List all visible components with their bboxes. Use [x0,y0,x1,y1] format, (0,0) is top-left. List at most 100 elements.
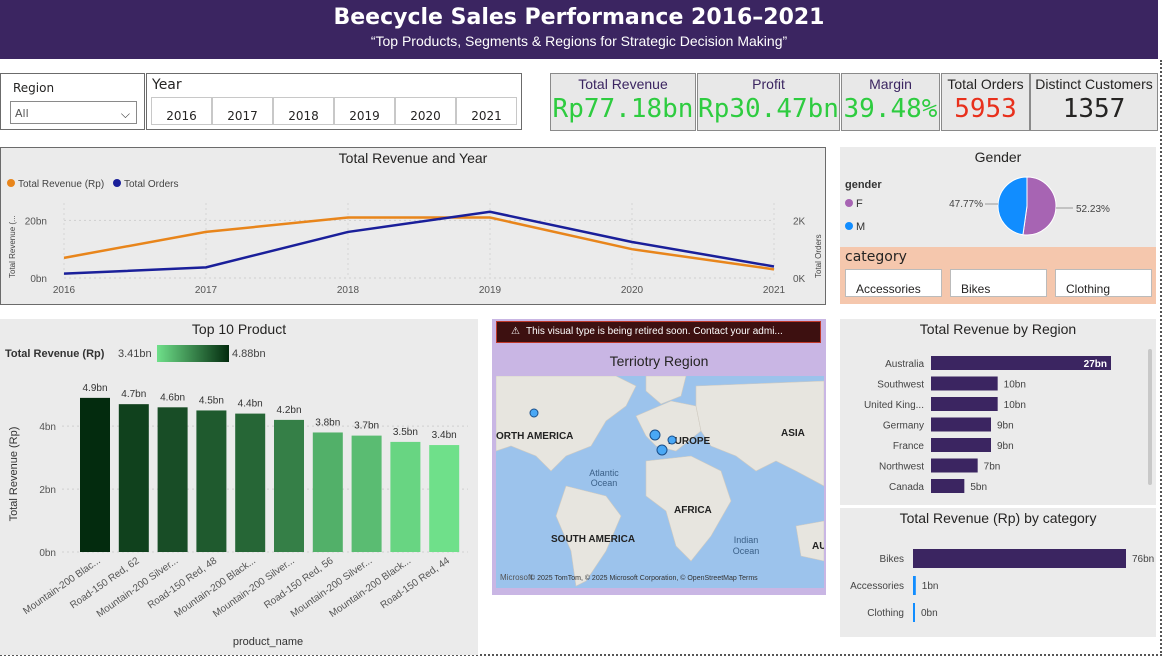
legend-orders-dot [113,179,121,187]
kpi-label: Profit [752,76,785,92]
x-tick-label: 2020 [621,285,644,296]
y-tick-left: 0bn [30,274,47,285]
bar-legend-min: 3.41bn [118,348,152,360]
bar-data-label: 3.7bn [354,421,379,432]
top-products-plot: Total Revenue (Rp) 3.41bn 4.88bn 4bn 2bn 0bn T… [5,345,468,648]
bar-region-5[interactable] [931,438,991,452]
year-button-2017[interactable]: 2017 [212,97,273,125]
year-button-2020[interactable]: 2020 [395,97,456,125]
world-map[interactable]: ORTH AMERICA EUROPEASIAAtlanticOceanAFRIC… [496,376,824,588]
y-axis-title: Total Revenue (Rp) [8,427,20,522]
map-point-4[interactable] [656,444,668,456]
bar-category-2[interactable] [913,576,916,595]
bar-data-label: 4.7bn [121,389,146,400]
revenue-year-title: Total Revenue and Year [338,150,488,166]
map-label: ORTH AMERICA [496,431,573,442]
map-title: Terriotry Region [609,353,709,369]
bar-legend-gradient [157,345,229,362]
region-slicer-label: Region [13,81,55,95]
year-button-2018[interactable]: 2018 [273,97,334,125]
revenue-year-plot: Total Revenue (Rp) Total Orders Total Reve… [7,179,823,296]
kpi-value: Rp77.18bn [552,94,694,124]
region-dropdown[interactable]: All ⌵ [10,101,137,124]
bar-product-4[interactable] [196,410,227,552]
category-button-bikes[interactable]: Bikes [950,269,1047,297]
gender-legend-dot-F [845,199,853,207]
map-label: Ocean [591,478,618,488]
kpi-value: 5953 [954,94,1017,124]
bar-data-label: 27bn [1084,359,1107,370]
chevron-down-icon: ⌵ [120,107,130,121]
map-label: EUROPE [668,436,711,447]
map-label: AU [812,541,824,552]
bar-product-5[interactable] [235,413,266,552]
bar-region-6[interactable] [931,458,978,473]
kpi-card-distinct-customers: Distinct Customers 1357 [1030,73,1158,131]
category-button-accessories[interactable]: Accessories [845,269,942,297]
region-dropdown-value: All [15,107,29,120]
bar-region-2[interactable] [931,376,998,391]
bar-product-9[interactable] [390,441,421,552]
gender-legend-label-F: F [856,198,863,210]
region-label: Northwest [879,462,924,473]
pie-slice-M[interactable] [997,176,1028,236]
category-revenue-plot: Bikes 76bn Accessories 1bn Clothing 0bn [850,549,1154,622]
kpi-label: Margin [869,76,912,92]
bar-data-label: 1bn [922,581,939,592]
top-products-title: Top 10 Product [191,321,287,337]
x-tick-label: 2021 [763,285,786,296]
bar-product-2[interactable] [118,404,149,552]
y-axis-left-title: Total Revenue (... [8,215,17,278]
bar-category-3[interactable] [913,603,915,622]
bar-product-1[interactable] [80,397,110,552]
x-tick-label: 2018 [337,285,360,296]
kpi-card-total-orders: Total Orders 5953 [941,73,1030,131]
map-label: SOUTH AMERICA [551,534,635,545]
retire-warning-text: This visual type is being retired soon. … [525,326,783,337]
bar-legend-label: Total Revenue (Rp) [5,348,105,360]
north-america-land [496,376,637,472]
y-tick-label: 4bn [39,422,56,433]
bar-region-7[interactable] [931,479,965,493]
series-line-revenue [63,216,775,271]
year-slicer-label: Year [152,77,182,93]
map-point-1[interactable] [529,408,539,418]
legend-revenue-dot [7,179,15,187]
report-title: Beecycle Sales Performance 2016–2021 [333,5,825,30]
category-button-clothing[interactable]: Clothing [1055,269,1152,297]
south-america-land [555,485,622,587]
gender-legend-title: gender [845,179,882,191]
region-revenue-title: Total Revenue by Region [919,321,1077,337]
year-button-2019[interactable]: 2019 [334,97,395,125]
bar-product-3[interactable] [157,407,188,552]
asia-land [695,380,824,487]
series-line-orders [63,210,775,275]
bar-region-3[interactable] [931,397,998,411]
map-point-3[interactable] [667,435,677,445]
bar-product-10[interactable] [429,445,460,552]
region-scrollbar[interactable] [1148,349,1152,485]
year-button-2021[interactable]: 2021 [456,97,517,125]
bar-category-1[interactable] [913,549,1126,568]
map-point-2[interactable] [649,429,661,441]
map-copyright: © 2025 TomTom, © 2025 Microsoft Corporat… [530,574,758,582]
pie-slice-F[interactable] [1022,176,1057,236]
x-tick-label: 2016 [53,285,76,296]
y-tick-left: 20bn [25,216,47,227]
gender-title: Gender [974,149,1022,165]
bar-product-8[interactable] [351,435,382,552]
y-tick-label: 0bn [39,548,56,559]
region-label: Australia [885,359,924,370]
bar-product-7[interactable] [312,432,343,552]
top-products-chart: Top 10 Product Total Revenue (Rp) 3.41bn 4… [0,319,478,655]
revenue-year-chart: Total Revenue and Year Total Revenue (Rp… [0,147,826,305]
bar-data-label: 4.4bn [238,399,263,410]
kpi-label: Total Orders [947,76,1024,92]
x-tick-label: 2017 [195,285,218,296]
region-revenue-plot: Australia 27bn Southwest 10bn United King...… [864,356,1111,493]
bar-region-1[interactable] [931,356,1111,370]
bar-product-6[interactable] [274,419,304,552]
kpi-card-total-revenue: Total Revenue Rp77.18bn [550,73,696,131]
year-button-2016[interactable]: 2016 [151,97,212,125]
bar-region-4[interactable] [931,417,991,432]
